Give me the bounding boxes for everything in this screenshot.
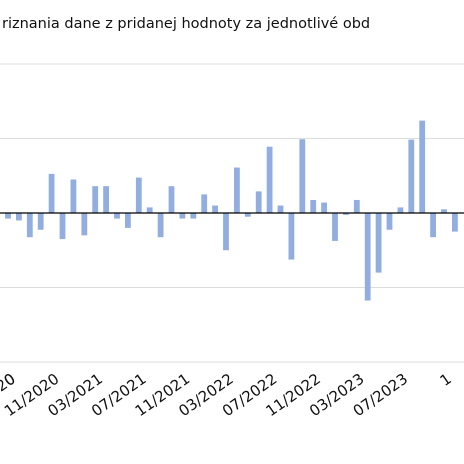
bar-11/2023[interactable] [452, 213, 458, 232]
bar-04/2021[interactable] [114, 213, 120, 219]
bar-06/2022[interactable] [266, 146, 273, 213]
bar-05/2022[interactable] [255, 191, 262, 213]
bar-05/2021[interactable] [125, 213, 131, 228]
bar-12/2021[interactable] [201, 194, 208, 213]
bar-01/2023[interactable] [343, 213, 349, 215]
bar-09/2020[interactable] [37, 213, 44, 230]
chart-title: riznania dane z pridanej hodnoty za jedn… [2, 16, 371, 32]
bar-03/2021[interactable] [103, 186, 109, 213]
bar-08/2022[interactable] [288, 213, 295, 260]
bar-01/2021[interactable] [81, 213, 88, 236]
bar-11/2021[interactable] [190, 213, 197, 219]
bar-01/2022[interactable] [212, 205, 218, 213]
bar-02/2022[interactable] [223, 213, 229, 251]
bar-06/2023[interactable] [397, 207, 404, 213]
bar-08/2021[interactable] [157, 213, 164, 238]
bar-07/2020[interactable] [16, 213, 22, 221]
bar-04/2023[interactable] [375, 213, 382, 273]
bar-05/2023[interactable] [386, 213, 393, 230]
bar-11/2022[interactable] [321, 202, 327, 213]
bar-06/2020[interactable] [5, 213, 11, 219]
bar-08/2023[interactable] [419, 120, 426, 213]
bar-10/2022[interactable] [310, 199, 317, 213]
bar-07/2021[interactable] [146, 207, 153, 213]
bar-07/2022[interactable] [277, 205, 284, 213]
bar-02/2021[interactable] [92, 186, 99, 213]
bar-03/2022[interactable] [234, 167, 240, 213]
bar-10/2023[interactable] [441, 209, 447, 213]
bar-12/2020[interactable] [70, 179, 77, 213]
bar-06/2021[interactable] [135, 177, 142, 213]
bar-02/2023[interactable] [353, 199, 360, 213]
x-tick-label: 1 [437, 370, 455, 390]
bar-09/2021[interactable] [168, 186, 175, 213]
bar-10/2021[interactable] [179, 213, 186, 219]
bar-07/2023[interactable] [408, 139, 415, 213]
bar-12/2022[interactable] [332, 213, 338, 241]
bar-09/2022[interactable] [299, 139, 306, 213]
bar-10/2020[interactable] [48, 173, 55, 213]
bar-11/2020[interactable] [59, 213, 66, 240]
bar-04/2022[interactable] [244, 213, 251, 217]
bar-09/2023[interactable] [430, 213, 436, 238]
bar-08/2020[interactable] [26, 213, 33, 238]
bar-03/2023[interactable] [364, 213, 371, 301]
